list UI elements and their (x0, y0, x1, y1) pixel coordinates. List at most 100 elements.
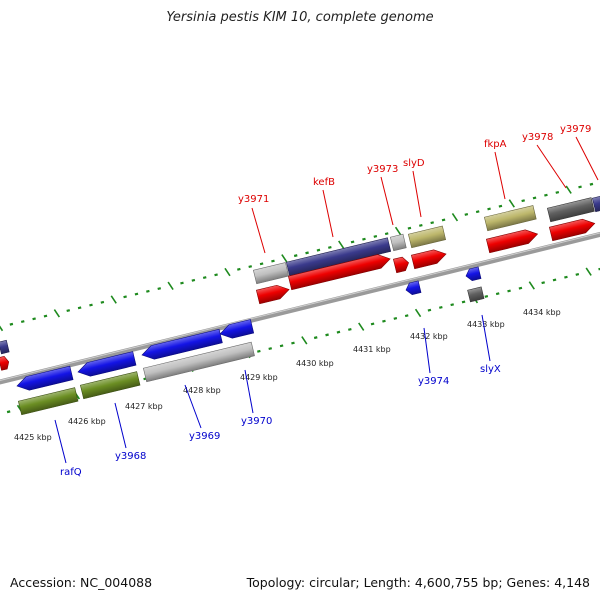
minor-tick (237, 267, 241, 271)
minor-tick (32, 317, 36, 321)
backbone-highlight (0, 232, 600, 381)
minor-tick (589, 182, 594, 186)
gene-label-bottom: rafQ (60, 467, 82, 478)
gene-feature (77, 351, 137, 377)
kbp-label: 4431 kbp (353, 345, 391, 354)
major-tick (53, 309, 61, 318)
minor-tick (555, 191, 560, 194)
minor-tick (544, 193, 548, 197)
kbp-label: 4433 kbp (467, 320, 505, 329)
gene-feature (407, 225, 447, 249)
major-tick (528, 281, 535, 290)
gene-label-top: y3973 (367, 164, 398, 175)
kbp-label: 4428 kbp (183, 386, 221, 395)
gene-label-bottom: y3974 (418, 376, 449, 387)
leader-line (481, 314, 491, 362)
major-tick (224, 267, 231, 277)
minor-tick (43, 314, 48, 318)
minor-tick (598, 267, 600, 271)
leader-line (536, 144, 567, 189)
gene-feature (467, 286, 485, 303)
gene-feature (287, 254, 391, 291)
major-tick (585, 267, 592, 276)
major-tick (0, 322, 4, 332)
kbp-label: 4430 kbp (296, 359, 334, 368)
minor-tick (362, 237, 366, 241)
minor-tick (484, 294, 489, 298)
minor-tick (475, 210, 480, 214)
minor-tick (325, 333, 329, 337)
minor-tick (66, 309, 71, 312)
minor-tick (134, 292, 139, 296)
genome-backbone (0, 231, 600, 385)
minor-tick (146, 289, 150, 293)
minor-tick (348, 327, 352, 331)
gene-feature (465, 266, 482, 282)
gene-feature (0, 355, 10, 371)
kbp-label: 4434 kbp (523, 308, 561, 317)
major-tick (281, 254, 288, 263)
gene-feature (546, 197, 595, 223)
minor-tick (316, 248, 321, 252)
minor-tick (313, 336, 318, 340)
gene-feature (483, 205, 537, 232)
page-title: Yersinia pestis KIM 10, complete genome (166, 10, 434, 25)
gene-feature (392, 256, 409, 274)
gene-feature (485, 229, 539, 254)
minor-tick (350, 240, 355, 244)
minor-tick (77, 306, 82, 310)
minor-tick (271, 259, 275, 263)
gene-label-bottom: slyX (480, 364, 501, 375)
minor-tick (564, 275, 568, 279)
minor-tick (575, 273, 580, 276)
kbp-label: 4426 kbp (68, 417, 106, 426)
minor-tick (382, 319, 386, 323)
minor-tick (521, 199, 525, 203)
minor-tick (336, 330, 341, 334)
leader-line (575, 136, 599, 181)
minor-tick (291, 341, 295, 345)
minor-tick (450, 303, 455, 307)
leader-line (322, 189, 334, 238)
gene-feature (548, 218, 596, 242)
genome-info-label: Topology: circular; Length: 4,600,755 bp… (246, 575, 590, 590)
leader-line (494, 151, 506, 200)
minor-tick (157, 287, 162, 291)
minor-tick (191, 278, 196, 282)
minor-tick (404, 314, 409, 318)
minor-tick (180, 281, 184, 285)
minor-tick (419, 223, 423, 227)
gene-feature (255, 284, 290, 305)
upper-tick-row (0, 182, 594, 332)
kbp-label: 4429 kbp (240, 373, 278, 382)
minor-tick (279, 344, 284, 348)
minor-tick (393, 316, 398, 320)
gene-feature (389, 233, 407, 252)
minor-tick (495, 292, 500, 296)
gene-feature (16, 365, 74, 391)
minor-tick (370, 322, 375, 326)
minor-tick (407, 226, 412, 230)
gene-label-top: fkpA (484, 139, 507, 150)
minor-tick (89, 303, 93, 307)
gene-label-top: y3971 (238, 194, 269, 205)
gene-feature (17, 387, 79, 416)
minor-tick (202, 276, 207, 280)
leader-line (251, 207, 266, 254)
gene-label-top: y3978 (522, 132, 553, 143)
minor-tick (532, 196, 537, 200)
gene-label-top: slyD (403, 158, 425, 169)
major-tick (110, 295, 117, 304)
minor-tick (268, 347, 273, 351)
minor-tick (6, 410, 11, 414)
gene-feature (405, 280, 422, 296)
leader-line (114, 402, 127, 449)
minor-tick (498, 204, 503, 208)
gene-feature (591, 195, 600, 213)
minor-tick (507, 289, 511, 293)
minor-tick (578, 185, 582, 189)
major-tick (451, 212, 459, 222)
gene-feature (410, 249, 447, 270)
gene-feature (285, 237, 392, 277)
minor-tick (214, 273, 218, 277)
